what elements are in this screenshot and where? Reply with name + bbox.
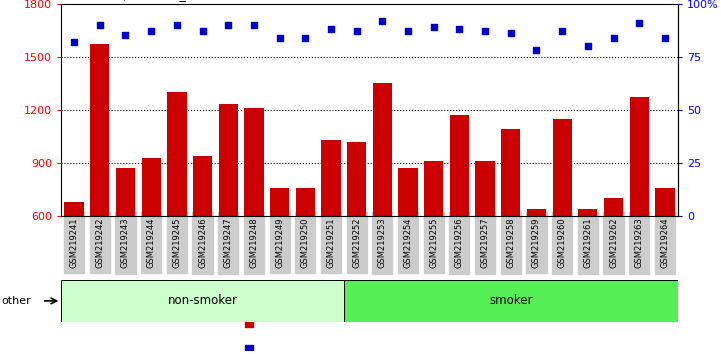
Bar: [270, 188, 289, 322]
Point: [479, 28, 491, 34]
Point: [351, 28, 363, 34]
Bar: [61, 280, 344, 322]
Text: other: other: [1, 296, 31, 306]
Text: smoker: smoker: [489, 295, 533, 307]
Bar: [218, 104, 238, 322]
Point: [608, 35, 619, 40]
Bar: [578, 209, 598, 322]
Point: [146, 28, 157, 34]
Bar: [116, 168, 135, 322]
Bar: [347, 142, 366, 322]
Bar: [629, 97, 649, 322]
Bar: [193, 156, 212, 322]
Point: [402, 28, 414, 34]
Point: [299, 35, 311, 40]
Bar: [322, 140, 340, 322]
Point: [557, 28, 568, 34]
Text: non-smoker: non-smoker: [167, 295, 237, 307]
Point: [428, 24, 440, 30]
Point: [243, 346, 255, 352]
Text: GDS3496 / 235349_at: GDS3496 / 235349_at: [61, 0, 199, 1]
Point: [94, 22, 105, 28]
Bar: [296, 188, 315, 322]
Bar: [655, 188, 675, 322]
Point: [454, 26, 465, 32]
Bar: [167, 92, 187, 322]
Bar: [475, 161, 495, 322]
Point: [223, 22, 234, 28]
Bar: [344, 280, 678, 322]
Bar: [64, 202, 84, 322]
Point: [120, 33, 131, 38]
Point: [171, 22, 182, 28]
Bar: [604, 198, 623, 322]
Point: [505, 30, 516, 36]
Bar: [141, 158, 161, 322]
Bar: [527, 209, 546, 322]
Bar: [450, 115, 469, 322]
Point: [582, 43, 593, 49]
Bar: [90, 44, 110, 322]
Bar: [244, 108, 264, 322]
Point: [531, 47, 542, 53]
Point: [274, 35, 286, 40]
Bar: [552, 119, 572, 322]
Bar: [373, 83, 392, 322]
Bar: [424, 161, 443, 322]
Point: [197, 28, 208, 34]
Bar: [501, 129, 521, 322]
Point: [248, 22, 260, 28]
Point: [325, 26, 337, 32]
Point: [243, 321, 255, 326]
Point: [68, 39, 80, 45]
Bar: [399, 168, 417, 322]
Point: [634, 20, 645, 25]
Point: [376, 18, 388, 23]
Point: [659, 35, 671, 40]
